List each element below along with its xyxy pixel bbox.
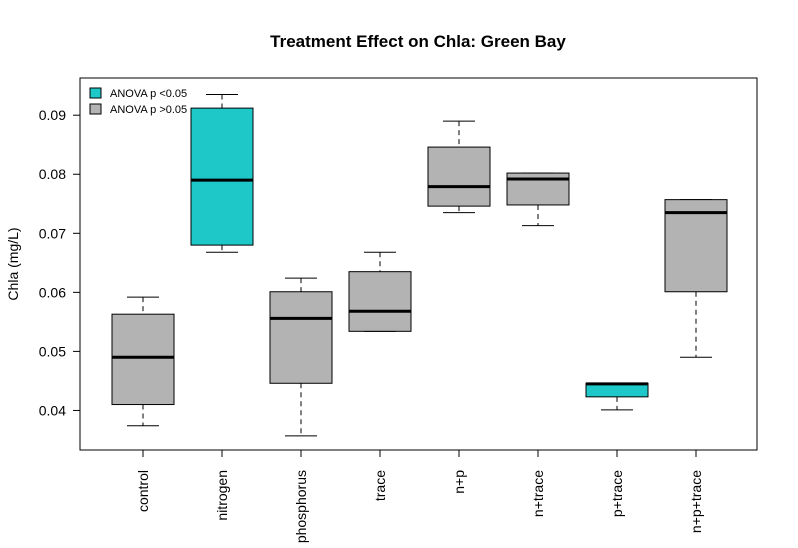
x-tick-label: phosphorus: [293, 470, 309, 543]
plot-frame: [79, 77, 758, 451]
x-tick-label: n+trace: [530, 470, 546, 517]
x-tick-label: n+p: [451, 470, 467, 494]
y-axis: 0.04 0.05 0.06 0.07 0.08 0.09: [39, 107, 81, 418]
box-iqr: [111, 313, 175, 406]
box-n-p: [427, 120, 491, 214]
legend-label: ANOVA p <0.05: [110, 88, 187, 100]
x-tick-label: control: [135, 470, 151, 512]
y-tick-label: 0.05: [39, 343, 66, 359]
box-iqr: [190, 107, 254, 246]
box-series: [111, 94, 728, 437]
x-tick-label: trace: [372, 470, 388, 501]
x-tick-label: nitrogen: [214, 470, 230, 521]
chart-title: Treatment Effect on Chla: Green Bay: [270, 32, 566, 51]
box-iqr: [664, 199, 728, 293]
legend-label: ANOVA p >0.05: [110, 104, 187, 116]
box-iqr: [348, 271, 412, 332]
y-axis-label: Chla (mg/L): [5, 227, 21, 300]
y-tick-label: 0.04: [39, 402, 66, 418]
x-tick-label: p+trace: [609, 470, 625, 517]
box-nitrogen: [190, 94, 254, 253]
box-phosphorus: [269, 277, 333, 437]
y-tick-label: 0.08: [39, 166, 66, 182]
box-p-trace: [585, 382, 649, 411]
box-n-p-trace: [664, 199, 728, 358]
legend-swatch: [89, 87, 102, 99]
box-trace: [348, 251, 412, 332]
x-axis: control nitrogen phosphorus trace n+p n+trace…: [135, 449, 704, 543]
box-n-trace: [506, 172, 570, 227]
legend: ANOVA p <0.05 ANOVA p >0.05: [89, 87, 187, 116]
y-tick-label: 0.07: [39, 225, 66, 241]
legend-swatch: [89, 103, 102, 115]
x-tick-label: n+p+trace: [688, 470, 704, 533]
y-tick-label: 0.09: [39, 107, 66, 123]
box-control: [111, 296, 175, 427]
y-tick-label: 0.06: [39, 284, 66, 300]
box-iqr: [427, 146, 491, 207]
box-iqr: [269, 291, 333, 384]
